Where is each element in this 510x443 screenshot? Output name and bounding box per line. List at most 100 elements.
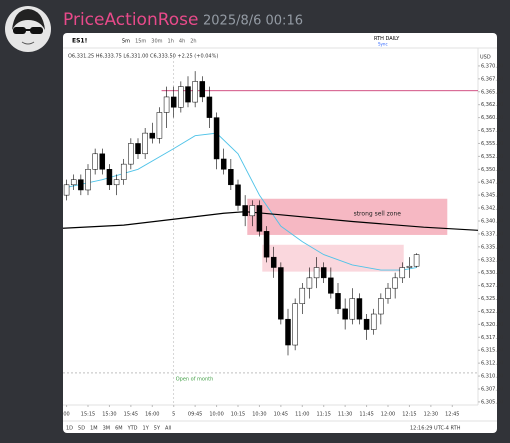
candle-body [292, 303, 298, 346]
candle-body [63, 184, 70, 196]
candle-body [385, 287, 391, 299]
candle-body [70, 179, 77, 186]
candle-body [299, 287, 306, 304]
x-tick-label: 5 [172, 412, 175, 418]
candle-body [413, 254, 420, 267]
candle-body [128, 143, 134, 165]
candle-body [378, 298, 384, 315]
candle-body [399, 267, 406, 279]
candle-body [135, 143, 141, 155]
candle-body [185, 86, 191, 103]
currency: USD [480, 55, 491, 61]
interval[interactable]: 2h [190, 39, 196, 45]
candle-body [92, 153, 98, 170]
interval[interactable]: 4h [179, 39, 185, 45]
y-tick-label: 6,362.50 [481, 102, 503, 108]
y-tick-label: 6,332.50 [481, 257, 503, 263]
timestamp: 2025/8/6 00:16 [203, 14, 303, 29]
range-button[interactable]: 6M [115, 426, 123, 432]
x-tick-label: 15:45 [124, 412, 138, 418]
candle-body [228, 169, 234, 186]
x-tick-label: 12:30 [424, 412, 438, 418]
ohlc-info: O6,331.25 H6,333.75 L6,331.00 C6,333.50 … [68, 54, 218, 60]
candle-body [178, 86, 184, 108]
session[interactable]: RTH DAILY [374, 36, 400, 42]
y-tick-label: 6,327.50 [481, 283, 503, 289]
range-button[interactable]: YTD [127, 426, 138, 432]
candle-body [256, 205, 263, 232]
y-tick-label: 6,322.50 [481, 309, 503, 315]
candle-body [392, 277, 398, 289]
y-tick-label: 6,315.00 [481, 348, 503, 354]
zone [247, 198, 448, 235]
x-tick-label: 12:45 [445, 412, 459, 418]
candle-body [349, 298, 356, 320]
y-tick-label: 6,335.00 [481, 244, 503, 250]
range-button[interactable]: 1M [90, 426, 98, 432]
candle-body [99, 153, 106, 170]
interval[interactable]: 5m [122, 39, 130, 45]
x-tick-label: 09:45 [188, 412, 202, 418]
x-tick-label: 00 [63, 412, 69, 418]
y-tick-label: 6,347.50 [481, 180, 503, 186]
candle-body [406, 265, 413, 268]
range-button[interactable]: 3M [103, 426, 111, 432]
candle-body [356, 298, 363, 320]
range-button[interactable]: 1D [66, 426, 73, 432]
y-tick-label: 6,357.50 [481, 128, 503, 134]
interval[interactable]: 30m [151, 39, 162, 45]
candle-body [313, 267, 320, 279]
range-button[interactable]: 5Y [154, 426, 161, 432]
candle-body [306, 277, 313, 289]
y-tick-label: 6,342.50 [481, 206, 503, 212]
candle-body [120, 163, 127, 180]
y-tick-label: 6,352.50 [481, 154, 503, 160]
zone-label: strong sell zone [354, 210, 402, 217]
candle-body [192, 81, 198, 103]
interval[interactable]: 1h [168, 39, 174, 45]
y-tick-label: 6,317.50 [481, 335, 503, 341]
range-button[interactable]: All [165, 426, 171, 432]
sync[interactable]: Sync [378, 42, 388, 47]
candle-body [220, 158, 227, 170]
x-tick-label: 10:45 [274, 412, 288, 418]
candle-body [113, 179, 120, 186]
range-button[interactable]: 5D [78, 426, 85, 432]
open-of-month-label: Open of month [176, 376, 214, 382]
x-tick-label: 11:45 [359, 412, 373, 418]
y-tick-label: 6,360.00 [481, 115, 503, 121]
username[interactable]: PriceActionRose [63, 10, 198, 30]
range-button[interactable]: 1Y [143, 426, 150, 432]
x-tick-label: 10:15 [231, 412, 245, 418]
x-tick-label: 10:30 [252, 412, 266, 418]
y-tick-label: 6,355.00 [481, 141, 503, 147]
symbol[interactable]: ES1! [72, 38, 87, 45]
x-tick-label: 12:15 [402, 412, 416, 418]
candle-body [163, 96, 170, 113]
y-tick-label: 6,345.00 [481, 193, 503, 199]
y-tick-label: 6,340.00 [481, 218, 503, 224]
y-tick-label: 6,370.00 [481, 63, 503, 69]
x-tick-label: 16:00 [145, 412, 159, 418]
candle-body [213, 117, 220, 160]
candle-body [363, 318, 370, 330]
avatar[interactable] [5, 6, 51, 52]
candle-body [170, 96, 177, 108]
moving-average [66, 132, 417, 271]
candle-body [235, 184, 241, 206]
candle-body [263, 231, 270, 258]
y-tick-label: 6,330.00 [481, 270, 503, 276]
y-tick-label: 6,320.00 [481, 322, 503, 328]
x-tick-label: 11:15 [317, 412, 331, 418]
candle-body [149, 132, 156, 139]
y-tick-label: 6,350.00 [481, 167, 503, 173]
y-tick-label: 6,312.50 [481, 361, 503, 367]
y-tick-label: 6,365.00 [481, 89, 503, 95]
interval[interactable]: 15m [135, 39, 146, 45]
x-tick-label: 15:15 [81, 412, 95, 418]
candle-body [199, 81, 206, 98]
candle-body [142, 132, 148, 155]
candle-body [85, 169, 91, 191]
y-tick-label: 6,325.00 [481, 296, 503, 302]
